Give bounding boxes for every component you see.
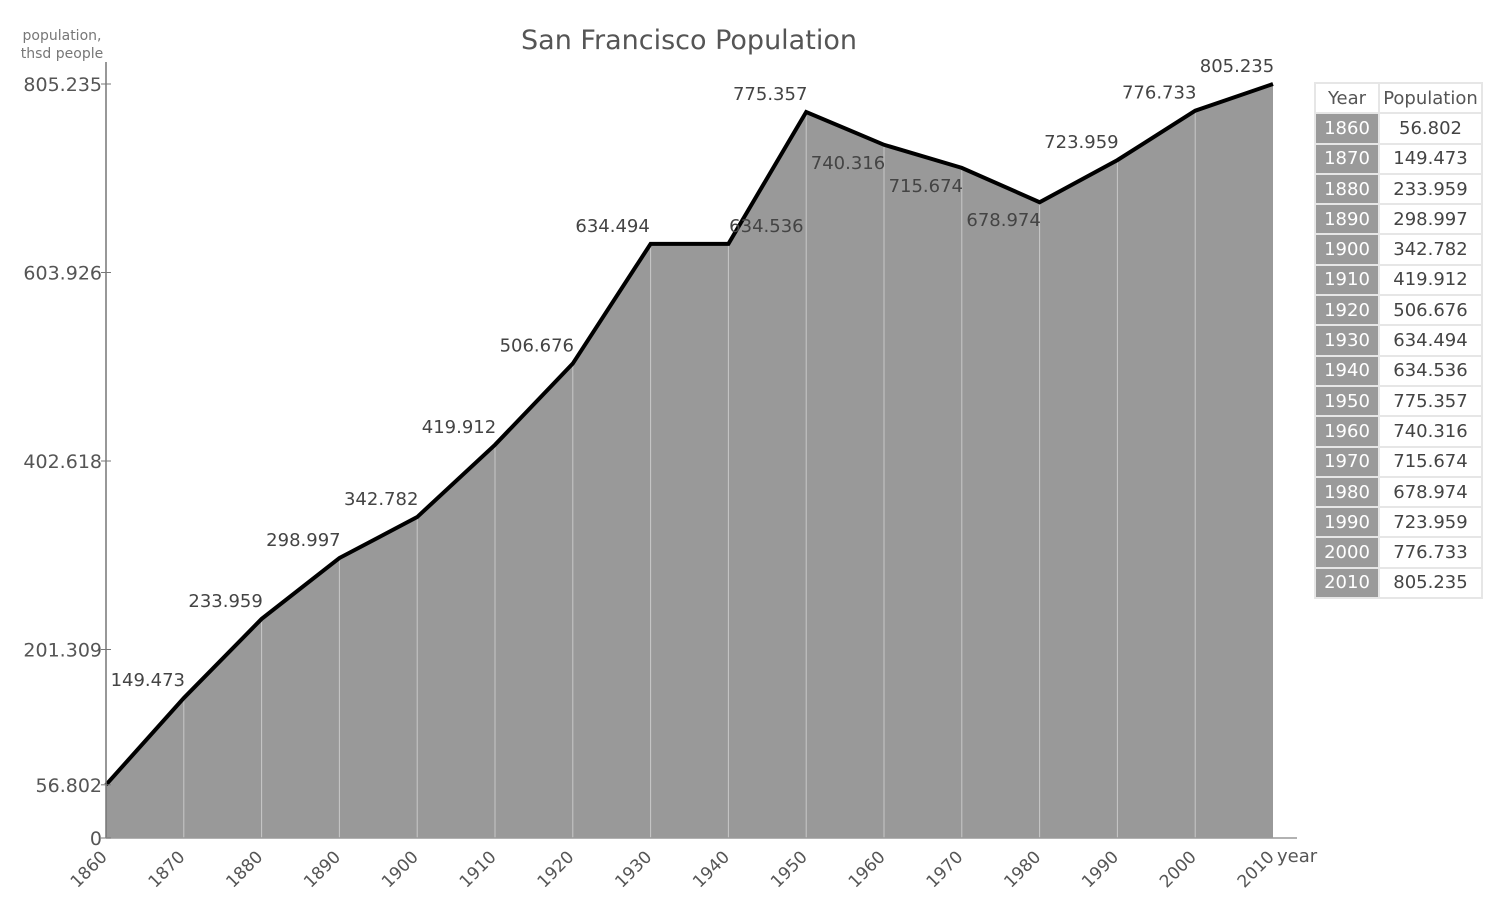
- table-cell-population: 776.733: [1378, 536, 1483, 569]
- table-row: 1910 419.912: [1314, 263, 1483, 297]
- x-tick-label: 1900: [378, 847, 423, 892]
- area-fill: [106, 84, 1273, 838]
- table-header-year: Year: [1314, 81, 1380, 115]
- y-tick-label: 402.618: [23, 451, 102, 473]
- table-cell-year: 2010: [1314, 566, 1380, 600]
- table-row: 1940 634.536: [1314, 354, 1483, 387]
- table-cell-year: 1930: [1314, 324, 1380, 357]
- data-table: Year Population 1860 56.802 1870 149.473 188…: [1314, 81, 1483, 600]
- y-tick-label: 805.235: [23, 74, 102, 96]
- table-cell-year: 2000: [1314, 536, 1380, 569]
- x-tick-label: 1880: [222, 847, 267, 892]
- table-cell-year: 1960: [1314, 415, 1380, 448]
- data-label: 678.974: [966, 210, 1040, 231]
- y-tick-label: 56.802: [36, 775, 102, 797]
- table-cell-year: 1970: [1314, 445, 1380, 478]
- y-tick-label: 201.309: [23, 639, 102, 661]
- table-cell-year: 1910: [1314, 263, 1380, 297]
- data-label: 776.733: [1122, 83, 1196, 104]
- table-row: 1980 678.974: [1314, 475, 1483, 509]
- table-cell-population: 56.802: [1378, 112, 1483, 145]
- chart-title: San Francisco Population: [521, 25, 857, 56]
- table-row: 2010 805.235: [1314, 566, 1483, 600]
- x-tick-label: 1950: [767, 847, 812, 892]
- table-cell-population: 715.674: [1378, 445, 1483, 478]
- data-label: 740.316: [811, 153, 885, 174]
- y-tick-label: 0: [90, 828, 102, 850]
- table-cell-year: 1980: [1314, 475, 1380, 509]
- data-label: 149.473: [111, 670, 185, 691]
- data-label: 298.997: [266, 530, 340, 551]
- table-cell-population: 678.974: [1378, 475, 1483, 509]
- data-label: 419.912: [422, 417, 496, 438]
- table-cell-population: 149.473: [1378, 142, 1483, 175]
- table-cell-population: 740.316: [1378, 415, 1483, 448]
- table-row: 1930 634.494: [1314, 324, 1483, 357]
- table-row: 1860 56.802: [1314, 112, 1483, 145]
- x-tick-label: 1960: [845, 847, 890, 892]
- table-cell-year: 1940: [1314, 354, 1380, 387]
- x-tick-label: 1980: [1000, 847, 1045, 892]
- x-tick-label: 1910: [456, 847, 501, 892]
- data-label: 715.674: [889, 176, 963, 197]
- table-row: 2000 776.733: [1314, 536, 1483, 569]
- table-row: 1990 723.959: [1314, 506, 1483, 539]
- x-tick-label: 2000: [1156, 847, 1201, 892]
- table-cell-population: 634.536: [1378, 354, 1483, 387]
- table-row: 1870 149.473: [1314, 142, 1483, 175]
- x-tick-label: 1990: [1078, 847, 1123, 892]
- table-row: 1950 775.357: [1314, 384, 1483, 418]
- data-label: 634.494: [575, 216, 649, 237]
- table-cell-year: 1900: [1314, 233, 1380, 266]
- data-label: 805.235: [1200, 56, 1274, 77]
- data-label: 775.357: [733, 84, 807, 105]
- table-cell-year: 1920: [1314, 294, 1380, 327]
- table-cell-year: 1860: [1314, 112, 1380, 145]
- x-tick-label: 2010: [1234, 847, 1279, 892]
- table-cell-population: 298.997: [1378, 203, 1483, 236]
- x-tick-label: 1870: [145, 847, 190, 892]
- table-cell-population: 342.782: [1378, 233, 1483, 266]
- table-row: 1900 342.782: [1314, 233, 1483, 266]
- data-label: 233.959: [188, 591, 262, 612]
- table-cell-population: 805.235: [1378, 566, 1483, 600]
- table-row: 1880 233.959: [1314, 172, 1483, 206]
- table-cell-year: 1950: [1314, 384, 1380, 418]
- x-tick-label: 1920: [534, 847, 579, 892]
- table-row: 1890 298.997: [1314, 203, 1483, 236]
- x-tick-label: 1930: [611, 847, 656, 892]
- table-cell-population: 506.676: [1378, 294, 1483, 327]
- data-label: 634.536: [729, 216, 803, 237]
- table-row: 1960 740.316: [1314, 415, 1483, 448]
- table-cell-population: 233.959: [1378, 172, 1483, 206]
- x-tick-label: 1860: [67, 847, 112, 892]
- data-label: 506.676: [500, 336, 574, 357]
- table-cell-population: 775.357: [1378, 384, 1483, 418]
- data-label: 723.959: [1044, 132, 1118, 153]
- data-label: 342.782: [344, 489, 418, 510]
- table-cell-population: 723.959: [1378, 506, 1483, 539]
- x-tick-label: 1970: [923, 847, 968, 892]
- y-tick-label: 603.926: [23, 263, 102, 285]
- series-line: [104, 82, 1274, 787]
- x-tick-label: 1890: [300, 847, 345, 892]
- table-row: 1920 506.676: [1314, 294, 1483, 327]
- y-axis-label-line1: population,: [23, 28, 102, 44]
- table-cell-year: 1890: [1314, 203, 1380, 236]
- x-tick-label: 1940: [689, 847, 734, 892]
- table-header-population: Population: [1378, 81, 1483, 115]
- x-axis-label: year: [1277, 846, 1318, 867]
- table-cell-population: 634.494: [1378, 324, 1483, 357]
- table-cell-year: 1870: [1314, 142, 1380, 175]
- table-cell-population: 419.912: [1378, 263, 1483, 297]
- y-axis-label-line2: thsd people: [21, 46, 103, 62]
- table-row: 1970 715.674: [1314, 445, 1483, 478]
- table-cell-year: 1880: [1314, 172, 1380, 206]
- table-cell-year: 1990: [1314, 506, 1380, 539]
